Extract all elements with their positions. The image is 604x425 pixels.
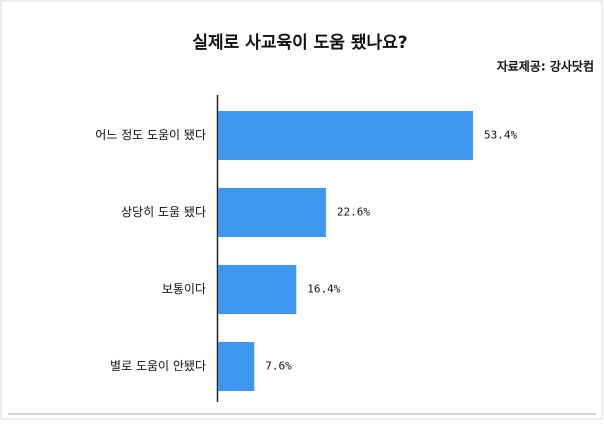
- source: 자료제공: 강사닷컴: [497, 59, 594, 74]
- value-label: 22.6%: [337, 206, 370, 219]
- value-label: 53.4%: [484, 129, 517, 142]
- bar: [218, 265, 297, 314]
- bar: [218, 111, 473, 160]
- y-tick-label: 상당히 도움 됐다: [121, 205, 206, 219]
- value-label: 16.4%: [307, 283, 340, 296]
- value-label: 7.6%: [265, 360, 292, 373]
- y-tick-label: 별로 도움이 안됐다: [110, 359, 206, 373]
- bar: [218, 342, 255, 391]
- y-tick-label: 어느 정도 도움이 됐다: [95, 128, 206, 142]
- chart-title: 실제로 사교육이 도움 됐나요?: [192, 33, 407, 53]
- y-tick-label: 보통이다: [162, 282, 206, 296]
- bar: [218, 188, 326, 237]
